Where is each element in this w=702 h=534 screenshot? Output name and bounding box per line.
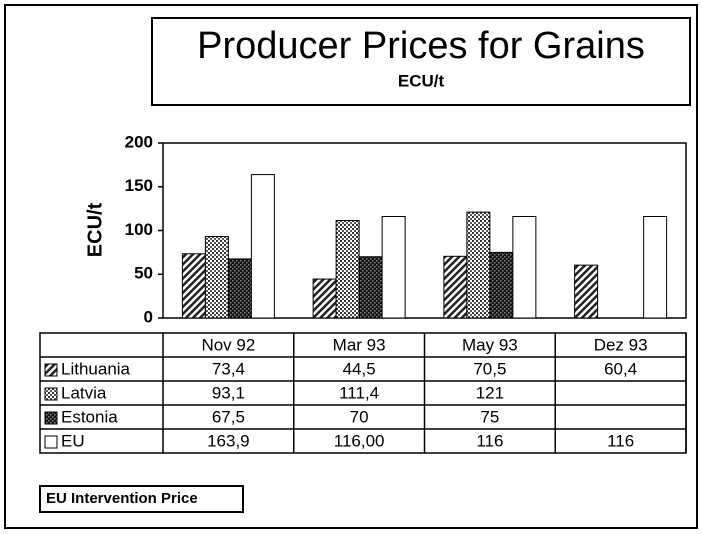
legend-swatch [44, 411, 58, 425]
bar [312, 278, 337, 319]
note-box [39, 485, 244, 513]
data-label: 116 [607, 431, 634, 450]
bar [227, 258, 252, 319]
data-label: 75 [480, 407, 499, 426]
legend-swatch [44, 363, 58, 377]
y-tick-label: 50 [134, 264, 153, 283]
data-label: 116,00 [334, 431, 385, 450]
legend-label: Latvia [61, 383, 107, 402]
bar [381, 216, 406, 319]
bar [466, 211, 491, 319]
data-label: 163,9 [207, 431, 250, 450]
y-tick-label: 150 [125, 176, 153, 195]
bar [574, 264, 599, 319]
chart-subtitle: ECU/t [398, 71, 445, 90]
data-label: 121 [476, 383, 504, 402]
legend-label: Estonia [61, 407, 118, 426]
data-label: 67,5 [212, 407, 245, 426]
note: EU Intervention Price [46, 490, 198, 507]
bar [250, 174, 275, 319]
title-box [151, 17, 691, 106]
legend-swatch [44, 387, 58, 401]
bar [512, 216, 537, 319]
data-label: 70,5 [473, 359, 506, 378]
bar [204, 236, 229, 319]
legend-swatch [44, 435, 58, 449]
y-tick-label: 0 [144, 307, 153, 326]
x-tick-label: May 93 [462, 335, 518, 354]
bar [643, 216, 668, 319]
data-label: 60,4 [604, 359, 637, 378]
y-axis-label: ECU/t [84, 202, 106, 257]
data-label: 111,4 [339, 383, 379, 402]
chart-title: Producer Prices for Grains [197, 25, 645, 67]
y-tick-label: 200 [125, 132, 153, 151]
bar [358, 256, 383, 319]
x-tick-label: Nov 92 [201, 335, 255, 354]
bar [335, 220, 360, 319]
bar [443, 255, 468, 319]
frame [4, 4, 698, 529]
data-label: 116 [476, 431, 503, 450]
legend-label: Lithuania [61, 359, 131, 378]
data-label: 44,5 [343, 359, 376, 378]
y-tick-label: 100 [125, 220, 153, 239]
bar [181, 253, 206, 319]
legend-label: EU [61, 431, 85, 450]
data-label: 73,4 [212, 359, 245, 378]
x-tick-label: Mar 93 [333, 335, 386, 354]
bar [489, 251, 514, 319]
data-label: 93,1 [212, 383, 245, 402]
data-label: 70 [350, 407, 369, 426]
x-tick-label: Dez 93 [594, 335, 648, 354]
